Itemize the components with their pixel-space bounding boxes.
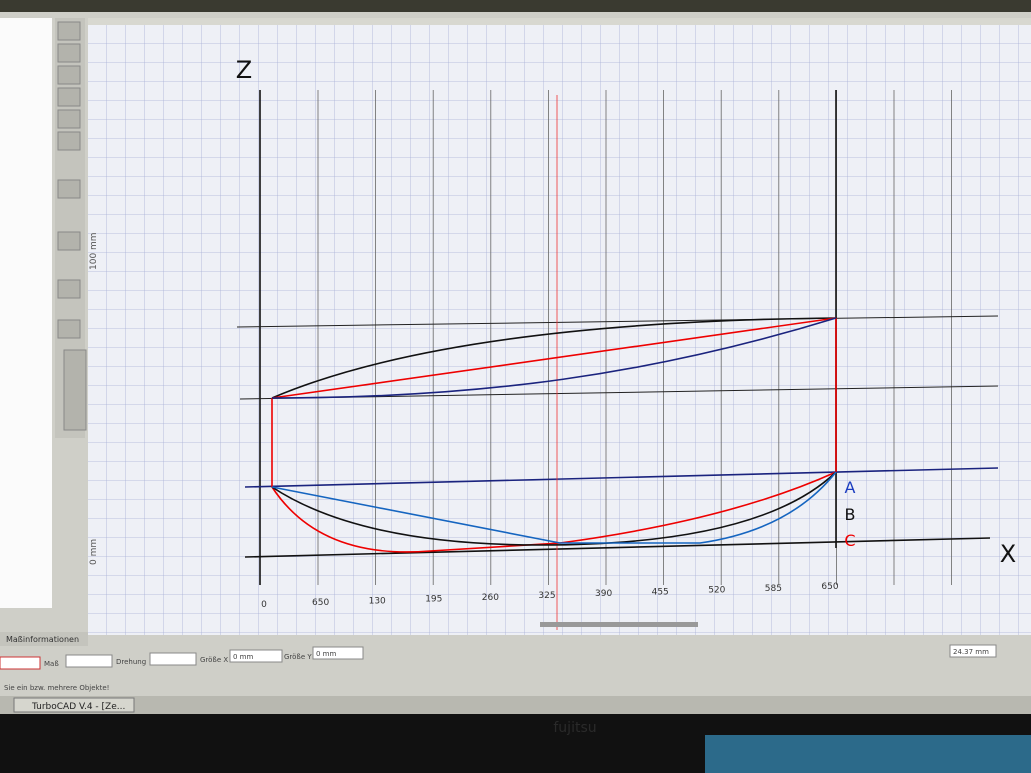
x-label: 0: [261, 600, 267, 610]
axis-x: X: [1000, 540, 1016, 568]
x-label: 520: [708, 586, 725, 596]
x-label: 130: [369, 596, 386, 606]
drawing-canvas[interactable]: [88, 25, 1031, 635]
x-label: 650: [821, 582, 838, 592]
x-labels: 0 650 130 195 260 325 390 455 520 585 650: [261, 582, 839, 610]
x-label: 585: [765, 584, 782, 594]
panel-title: Maßinformationen: [6, 635, 79, 644]
curve-label: B: [845, 505, 856, 524]
field-label: Drehung: [116, 658, 146, 666]
major-grid: [317, 90, 952, 585]
second-monitor: [705, 735, 1031, 773]
ruler-label: 0 mm: [89, 539, 99, 565]
ruler-top: [88, 18, 1031, 25]
scrollbar[interactable]: [540, 622, 698, 627]
x-label: 455: [652, 587, 669, 597]
tool-buttons: [57, 21, 87, 431]
field-value: 0 mm: [316, 650, 336, 658]
taskbar: [0, 696, 1031, 714]
field-label: Größe Y: [284, 653, 312, 661]
x-label: 260: [482, 593, 499, 603]
task-button[interactable]: [13, 697, 135, 713]
field-label: Maß: [44, 660, 59, 668]
task-title: TurboCAD V.4 - [Ze...: [31, 702, 125, 712]
x-label: 325: [538, 591, 555, 601]
panel-tab[interactable]: [0, 632, 88, 646]
x-label: 390: [595, 589, 612, 599]
x-label: 195: [425, 595, 442, 605]
curve-label: C: [844, 531, 855, 550]
field-value: 0 mm: [233, 653, 253, 661]
brand: fujitsu: [553, 720, 596, 736]
field-value: 24.37 mm: [953, 648, 989, 656]
curve-label: A: [845, 478, 856, 497]
geometry: [236, 90, 999, 630]
status-prompt: Sie ein bzw. mehrere Objekte!: [4, 684, 109, 692]
field-label: Größe X: [200, 656, 228, 664]
ruler-label: 100 mm: [89, 232, 99, 270]
left-panel: [0, 18, 52, 608]
axis-z: Z: [236, 56, 252, 84]
top-bar: [0, 0, 1031, 12]
status-fields: Maß Drehung Größe X 0 mm Größe Y 0 mm 24…: [0, 644, 997, 692]
x-label: 650: [312, 598, 329, 608]
